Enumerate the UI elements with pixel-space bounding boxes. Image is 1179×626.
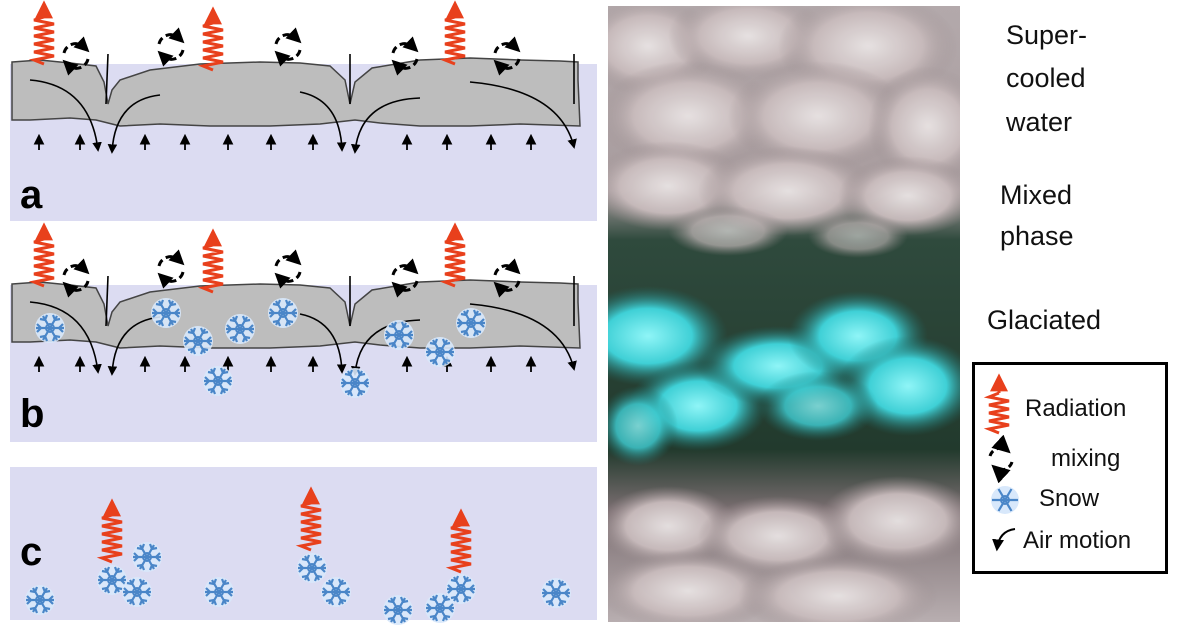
- legend-mixing-label: mixing: [1051, 445, 1121, 472]
- panel-c-diagram: [23, 490, 573, 626]
- panel-letter-b: b: [20, 392, 45, 436]
- air-motion-icon: [992, 528, 1016, 552]
- zone-glaciated: Glaciated: [987, 305, 1102, 335]
- panel-letter-c: c: [20, 530, 43, 574]
- legend-air-motion-label: Air motion: [1023, 527, 1132, 554]
- satellite-image: [608, 6, 960, 622]
- legend: Radiation mixing Snow Air motion: [972, 362, 1168, 574]
- zone-mixed-line2: phase: [1000, 221, 1074, 251]
- panel-b-diagram: [12, 226, 580, 400]
- zone-supercooled-line2: cooled: [1006, 63, 1086, 93]
- panel-a-diagram: [12, 4, 580, 152]
- zone-mixed-line1: Mixed: [1000, 180, 1073, 210]
- snow-icon: [991, 486, 1019, 514]
- radiation-icon: [983, 373, 1010, 435]
- legend-snow-label: Snow: [1039, 485, 1100, 512]
- panel-letter-a: a: [20, 173, 43, 217]
- legend-radiation-label: Radiation: [1025, 395, 1127, 422]
- zone-supercooled-line3: water: [1006, 107, 1073, 137]
- zone-supercooled-line1: Super-: [1006, 20, 1088, 50]
- mixing-icon: [988, 434, 1014, 484]
